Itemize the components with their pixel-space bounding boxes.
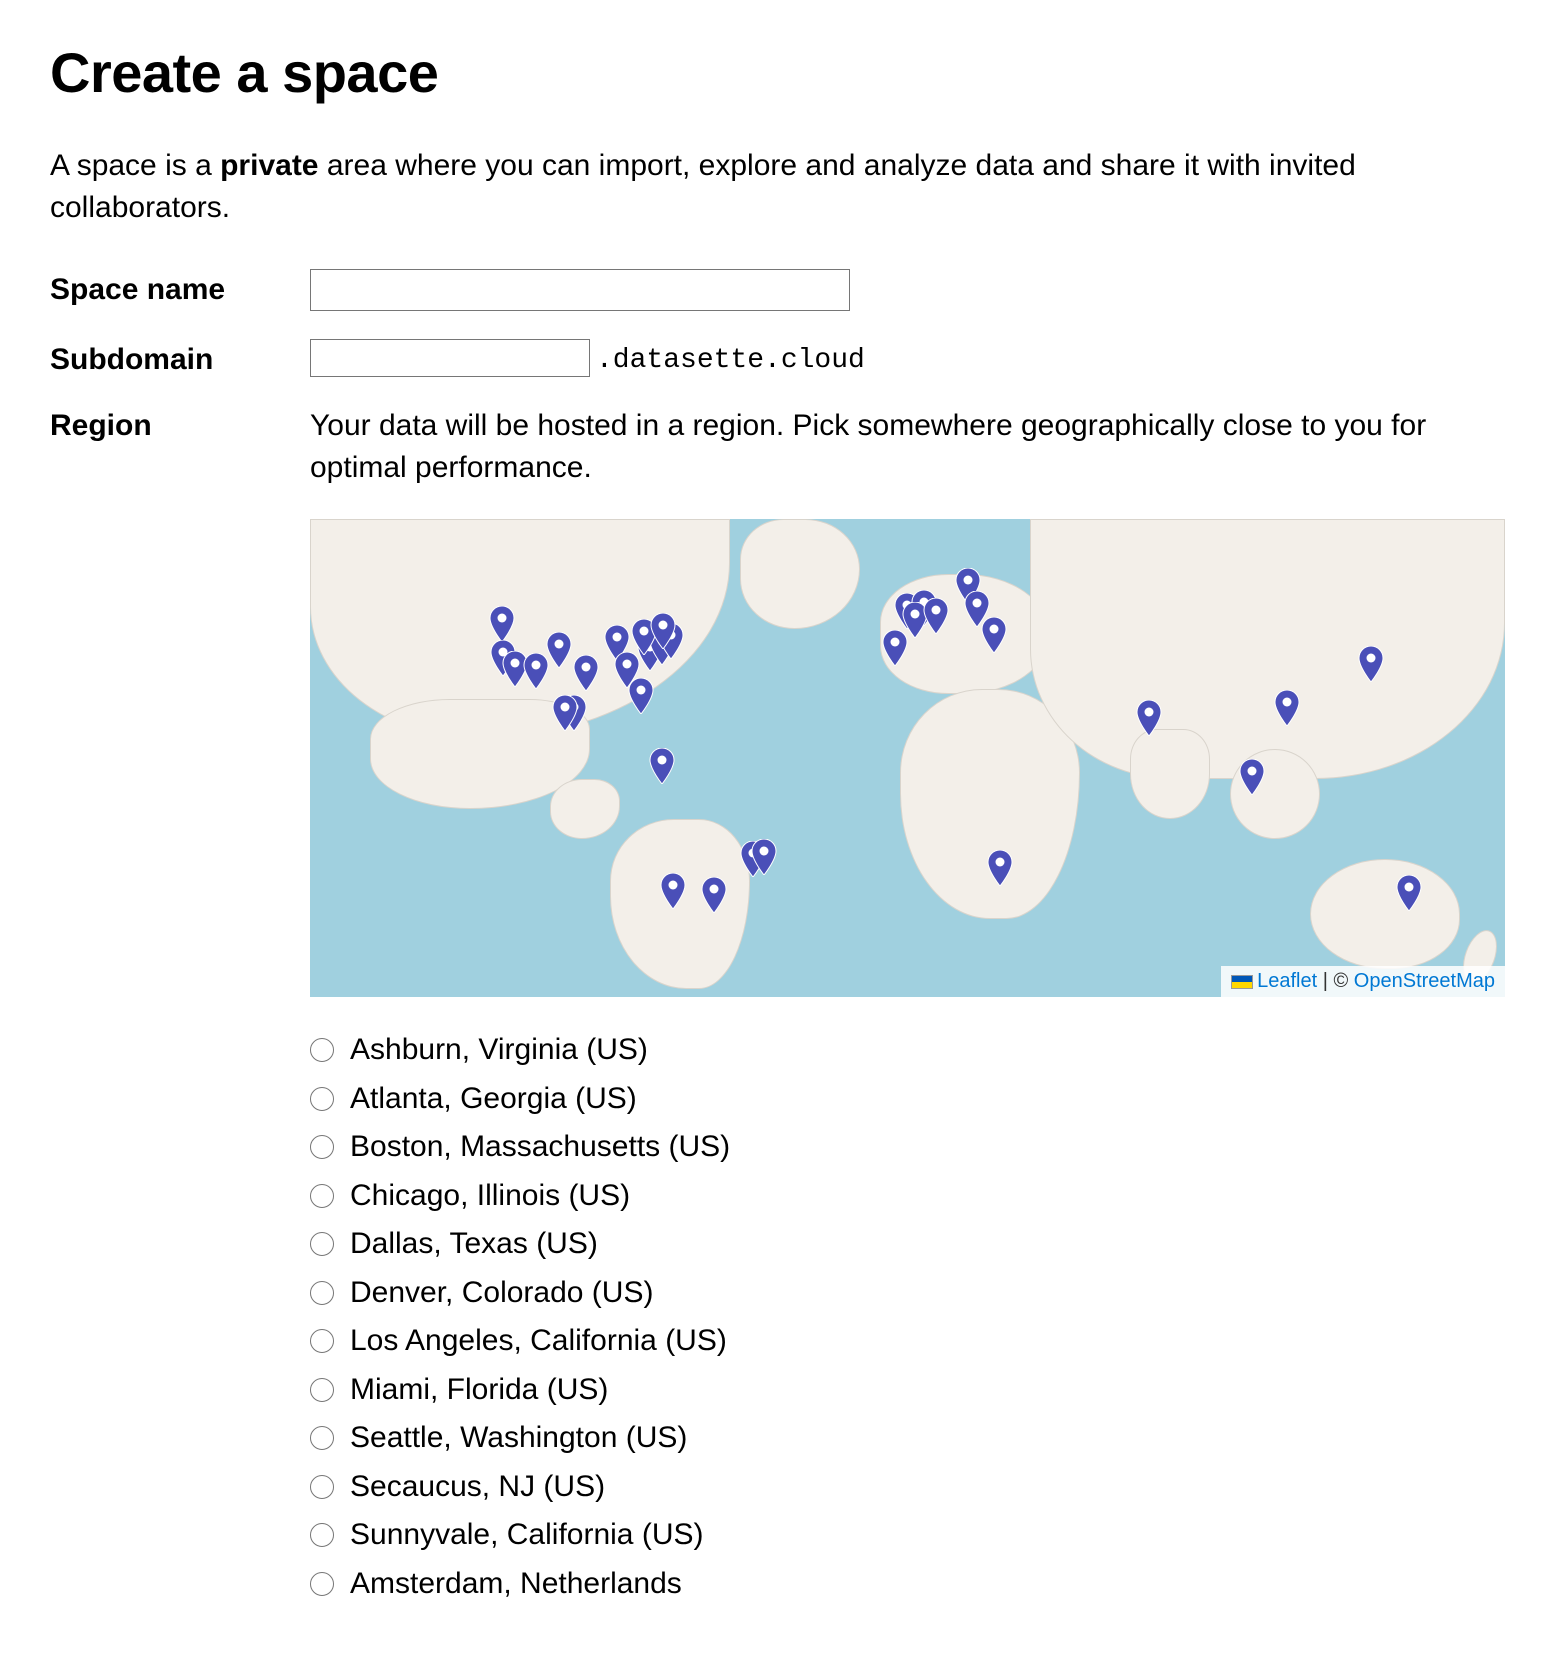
map-marker[interactable] [552,695,578,731]
map-land [1030,519,1505,779]
region-option-label[interactable]: Atlanta, Georgia (US) [350,1076,637,1123]
map-marker[interactable] [523,653,549,689]
osm-link[interactable]: OpenStreetMap [1354,970,1495,992]
subdomain-suffix: .datasette.cloud [596,345,865,376]
region-option-label[interactable]: Chicago, Illinois (US) [350,1173,630,1220]
region-option-label[interactable]: Amsterdam, Netherlands [350,1561,682,1608]
region-radio[interactable] [310,1038,334,1062]
region-option: Secaucus, NJ (US) [310,1464,1505,1511]
region-radio[interactable] [310,1135,334,1159]
region-option: Boston, Massachusetts (US) [310,1124,1505,1171]
region-option-label[interactable]: Los Angeles, California (US) [350,1318,727,1365]
map-marker[interactable] [1239,759,1265,795]
attribution-separator: | © [1317,970,1354,992]
map-marker[interactable] [701,877,727,913]
map-marker[interactable] [1136,700,1162,736]
map-marker[interactable] [751,839,777,875]
region-radio[interactable] [310,1281,334,1305]
region-option-label[interactable]: Ashburn, Virginia (US) [350,1027,648,1074]
page-title: Create a space [50,40,1500,105]
region-option: Seattle, Washington (US) [310,1415,1505,1462]
page-description: A space is a private area where you can … [50,145,1500,229]
subdomain-row: Subdomain .datasette.cloud [50,339,1500,377]
region-help-text: Your data will be hosted in a region. Pi… [310,405,1505,489]
map-land [1310,859,1460,969]
region-radio[interactable] [310,1329,334,1353]
subdomain-label: Subdomain [50,339,310,377]
map-land [1130,729,1210,819]
region-radio[interactable] [310,1184,334,1208]
region-map[interactable]: Leaflet | © OpenStreetMap [310,519,1505,997]
region-option: Ashburn, Virginia (US) [310,1027,1505,1074]
region-option: Denver, Colorado (US) [310,1270,1505,1317]
map-marker[interactable] [923,598,949,634]
region-option-label[interactable]: Dallas, Texas (US) [350,1221,598,1268]
region-option-label[interactable]: Boston, Massachusetts (US) [350,1124,730,1171]
region-radio[interactable] [310,1572,334,1596]
region-radio[interactable] [310,1232,334,1256]
map-attribution: Leaflet | © OpenStreetMap [1221,966,1505,997]
description-prefix: A space is a [50,149,220,182]
region-option: Atlanta, Georgia (US) [310,1076,1505,1123]
region-radio-list: Ashburn, Virginia (US)Atlanta, Georgia (… [310,1027,1505,1607]
map-marker[interactable] [1396,875,1422,911]
region-option-label[interactable]: Denver, Colorado (US) [350,1270,653,1317]
region-option: Dallas, Texas (US) [310,1221,1505,1268]
region-radio[interactable] [310,1378,334,1402]
subdomain-input[interactable] [310,339,590,377]
region-option-label[interactable]: Sunnyvale, California (US) [350,1512,703,1559]
map-marker[interactable] [650,613,676,649]
description-bold: private [220,149,318,182]
region-option-label[interactable]: Seattle, Washington (US) [350,1415,687,1462]
space-name-label: Space name [50,269,310,307]
map-marker[interactable] [628,678,654,714]
region-option-label[interactable]: Secaucus, NJ (US) [350,1464,605,1511]
map-marker[interactable] [882,630,908,666]
region-radio[interactable] [310,1523,334,1547]
region-radio[interactable] [310,1475,334,1499]
map-marker[interactable] [649,748,675,784]
region-radio[interactable] [310,1087,334,1111]
region-label: Region [50,405,310,443]
map-marker[interactable] [1358,646,1384,682]
region-option: Sunnyvale, California (US) [310,1512,1505,1559]
map-marker[interactable] [546,632,572,668]
region-row: Region Your data will be hosted in a reg… [50,405,1500,1609]
map-marker[interactable] [573,655,599,691]
map-marker[interactable] [987,850,1013,886]
leaflet-link[interactable]: Leaflet [1257,970,1317,992]
space-name-input[interactable] [310,269,850,311]
space-name-row: Space name [50,269,1500,311]
map-land [740,519,860,629]
map-marker[interactable] [660,873,686,909]
map-marker[interactable] [1274,690,1300,726]
map-marker[interactable] [489,606,515,642]
ukraine-flag-icon [1231,975,1253,989]
region-option: Miami, Florida (US) [310,1367,1505,1414]
region-option: Los Angeles, California (US) [310,1318,1505,1365]
region-option: Amsterdam, Netherlands [310,1561,1505,1608]
map-land [550,779,620,839]
region-option: Chicago, Illinois (US) [310,1173,1505,1220]
region-option-label[interactable]: Miami, Florida (US) [350,1367,608,1414]
region-radio[interactable] [310,1426,334,1450]
map-marker[interactable] [981,617,1007,653]
